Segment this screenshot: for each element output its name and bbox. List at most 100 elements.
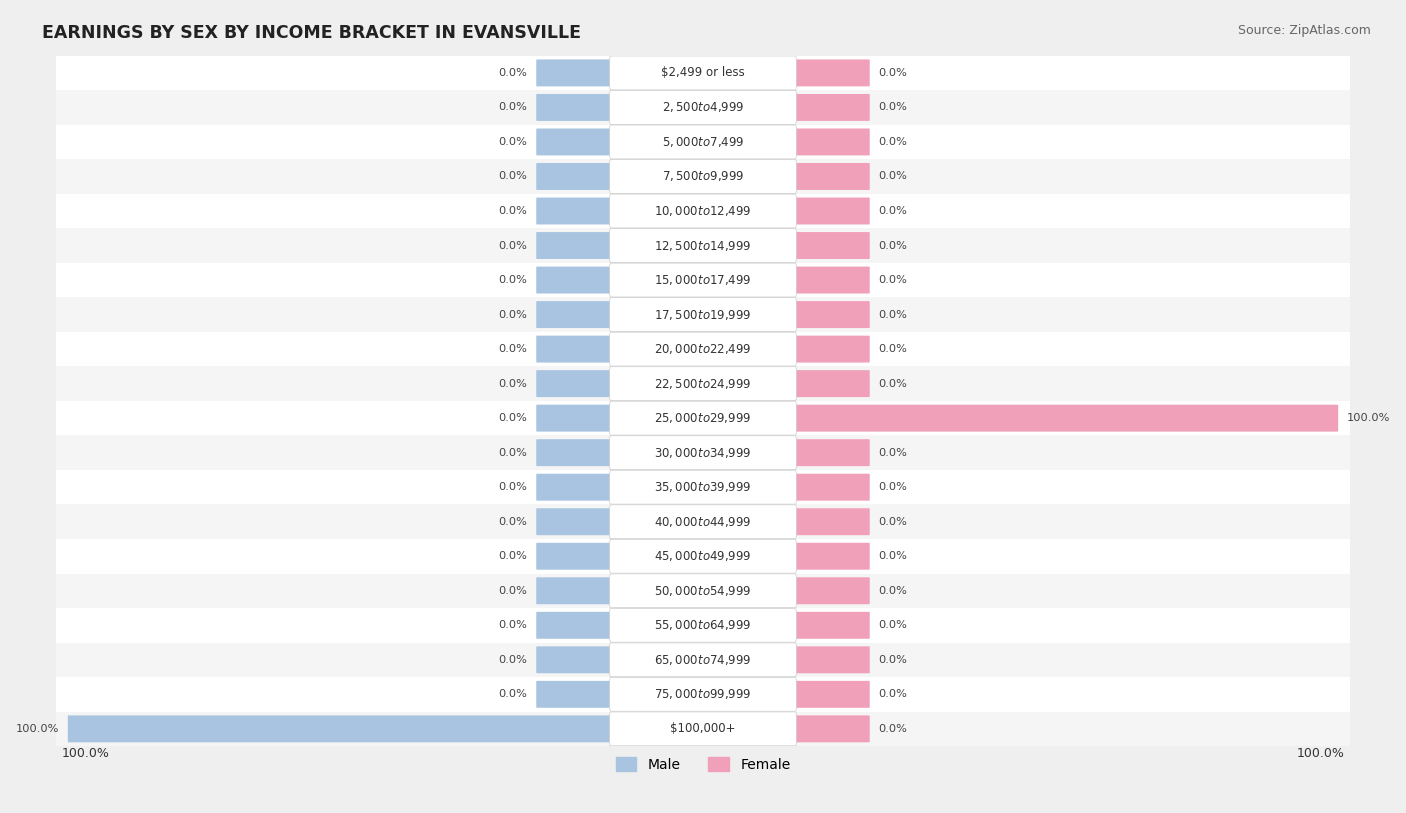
Text: $45,000 to $49,999: $45,000 to $49,999 <box>654 550 752 563</box>
Text: 0.0%: 0.0% <box>499 241 527 250</box>
FancyBboxPatch shape <box>536 439 610 466</box>
Text: 0.0%: 0.0% <box>499 172 527 181</box>
FancyBboxPatch shape <box>796 577 870 604</box>
Text: 0.0%: 0.0% <box>499 448 527 458</box>
Bar <box>56 608 1350 642</box>
Text: 0.0%: 0.0% <box>499 344 527 354</box>
Text: 0.0%: 0.0% <box>879 241 907 250</box>
Text: 0.0%: 0.0% <box>879 137 907 147</box>
Bar <box>56 642 1350 677</box>
FancyBboxPatch shape <box>796 474 870 501</box>
Text: 0.0%: 0.0% <box>879 379 907 389</box>
Text: 0.0%: 0.0% <box>499 68 527 78</box>
FancyBboxPatch shape <box>67 715 610 742</box>
FancyBboxPatch shape <box>610 608 796 642</box>
Text: 0.0%: 0.0% <box>879 448 907 458</box>
Text: $17,500 to $19,999: $17,500 to $19,999 <box>654 307 752 322</box>
Text: $40,000 to $44,999: $40,000 to $44,999 <box>654 515 752 528</box>
Text: 0.0%: 0.0% <box>499 137 527 147</box>
Text: Source: ZipAtlas.com: Source: ZipAtlas.com <box>1237 24 1371 37</box>
Text: 0.0%: 0.0% <box>499 206 527 216</box>
FancyBboxPatch shape <box>536 405 610 432</box>
FancyBboxPatch shape <box>610 90 796 124</box>
FancyBboxPatch shape <box>536 508 610 535</box>
Text: 0.0%: 0.0% <box>499 620 527 630</box>
Text: $7,500 to $9,999: $7,500 to $9,999 <box>662 169 744 184</box>
Text: 0.0%: 0.0% <box>499 586 527 596</box>
Text: 0.0%: 0.0% <box>879 689 907 699</box>
FancyBboxPatch shape <box>796 94 870 121</box>
FancyBboxPatch shape <box>536 128 610 155</box>
FancyBboxPatch shape <box>536 198 610 224</box>
Text: 0.0%: 0.0% <box>499 689 527 699</box>
Text: $55,000 to $64,999: $55,000 to $64,999 <box>654 619 752 633</box>
FancyBboxPatch shape <box>796 646 870 673</box>
Text: $10,000 to $12,499: $10,000 to $12,499 <box>654 204 752 218</box>
Text: 0.0%: 0.0% <box>879 310 907 320</box>
Bar <box>56 677 1350 711</box>
Text: 100.0%: 100.0% <box>62 747 110 760</box>
FancyBboxPatch shape <box>610 194 796 228</box>
Text: $22,500 to $24,999: $22,500 to $24,999 <box>654 376 752 390</box>
FancyBboxPatch shape <box>796 59 870 86</box>
Text: $65,000 to $74,999: $65,000 to $74,999 <box>654 653 752 667</box>
FancyBboxPatch shape <box>610 367 796 401</box>
Bar <box>56 401 1350 436</box>
Bar <box>56 504 1350 539</box>
Text: 0.0%: 0.0% <box>499 379 527 389</box>
Text: 0.0%: 0.0% <box>499 413 527 423</box>
Text: 0.0%: 0.0% <box>499 517 527 527</box>
Text: $30,000 to $34,999: $30,000 to $34,999 <box>654 446 752 459</box>
FancyBboxPatch shape <box>796 439 870 466</box>
Text: $75,000 to $99,999: $75,000 to $99,999 <box>654 687 752 702</box>
FancyBboxPatch shape <box>610 333 796 366</box>
Bar <box>56 711 1350 746</box>
FancyBboxPatch shape <box>796 715 870 742</box>
FancyBboxPatch shape <box>536 680 610 708</box>
Bar <box>56 367 1350 401</box>
Text: $12,500 to $14,999: $12,500 to $14,999 <box>654 238 752 253</box>
FancyBboxPatch shape <box>796 543 870 570</box>
FancyBboxPatch shape <box>610 470 796 504</box>
FancyBboxPatch shape <box>536 267 610 293</box>
FancyBboxPatch shape <box>796 405 1339 432</box>
Text: 0.0%: 0.0% <box>879 654 907 665</box>
FancyBboxPatch shape <box>536 612 610 639</box>
Text: 0.0%: 0.0% <box>879 172 907 181</box>
FancyBboxPatch shape <box>796 267 870 293</box>
FancyBboxPatch shape <box>796 508 870 535</box>
FancyBboxPatch shape <box>610 505 796 539</box>
FancyBboxPatch shape <box>536 577 610 604</box>
FancyBboxPatch shape <box>610 402 796 435</box>
FancyBboxPatch shape <box>796 163 870 190</box>
Text: $15,000 to $17,499: $15,000 to $17,499 <box>654 273 752 287</box>
FancyBboxPatch shape <box>610 677 796 711</box>
FancyBboxPatch shape <box>610 574 796 607</box>
Bar <box>56 539 1350 573</box>
Text: 100.0%: 100.0% <box>1347 413 1391 423</box>
FancyBboxPatch shape <box>796 198 870 224</box>
Bar <box>56 573 1350 608</box>
Text: 0.0%: 0.0% <box>879 551 907 561</box>
FancyBboxPatch shape <box>610 712 796 746</box>
FancyBboxPatch shape <box>610 436 796 470</box>
Text: $50,000 to $54,999: $50,000 to $54,999 <box>654 584 752 598</box>
FancyBboxPatch shape <box>796 680 870 708</box>
Bar <box>56 228 1350 263</box>
FancyBboxPatch shape <box>796 301 870 328</box>
Text: $5,000 to $7,499: $5,000 to $7,499 <box>662 135 744 149</box>
Text: 0.0%: 0.0% <box>499 654 527 665</box>
Text: 0.0%: 0.0% <box>879 586 907 596</box>
Text: $2,500 to $4,999: $2,500 to $4,999 <box>662 101 744 115</box>
Text: 0.0%: 0.0% <box>879 102 907 112</box>
Bar <box>56 124 1350 159</box>
Text: 0.0%: 0.0% <box>879 517 907 527</box>
FancyBboxPatch shape <box>536 370 610 397</box>
Text: 0.0%: 0.0% <box>879 275 907 285</box>
FancyBboxPatch shape <box>610 298 796 332</box>
Text: 0.0%: 0.0% <box>879 68 907 78</box>
Bar <box>56 298 1350 332</box>
FancyBboxPatch shape <box>536 543 610 570</box>
FancyBboxPatch shape <box>796 612 870 639</box>
Text: 0.0%: 0.0% <box>879 344 907 354</box>
